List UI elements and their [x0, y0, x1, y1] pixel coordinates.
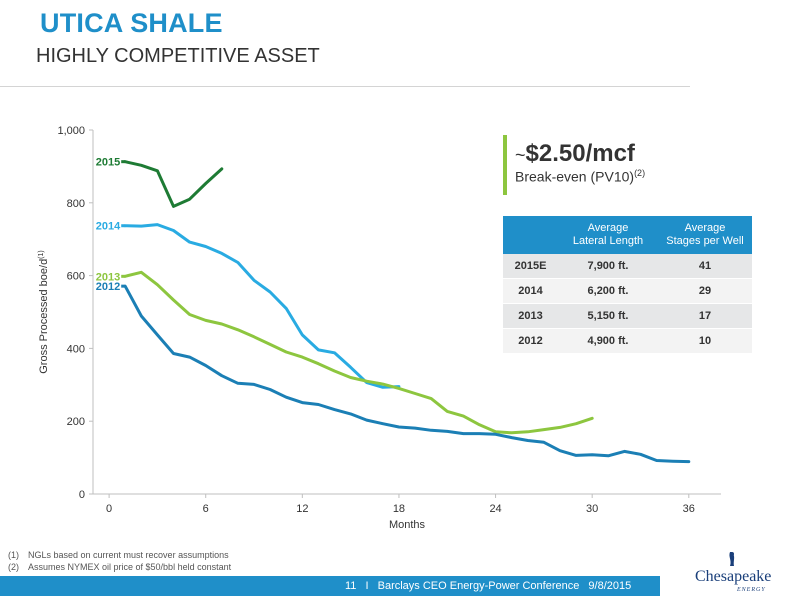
table-cell-lateral: 4,900 ft.: [558, 328, 658, 354]
x-tick-label: 12: [296, 503, 308, 515]
y-tick-label: 1,000: [57, 125, 85, 137]
page-title: UTICA SHALE: [40, 8, 223, 38]
series-label-2012: 2012: [96, 281, 120, 293]
table-cell-stages: 29: [658, 278, 752, 304]
y-tick-label: 800: [67, 198, 85, 210]
footnote-1-text: NGLs based on current must recover assum…: [28, 550, 229, 560]
table-header-lateral-line1: Average Lateral Length: [572, 222, 644, 247]
table-cell-year: 2015E: [503, 254, 558, 279]
x-tick-label: 0: [106, 503, 112, 515]
series-label-2013: 2013: [96, 271, 120, 283]
footer-page-number: 11: [345, 580, 357, 592]
table-row: 2015E 7,900 ft. 41: [503, 254, 752, 279]
table-cell-year: 2013: [503, 303, 558, 329]
series-label-2014: 2014: [96, 221, 121, 233]
table-cell-lateral: 6,200 ft.: [558, 278, 658, 304]
footer-date: 9/8/2015: [588, 580, 632, 592]
footnote-1-num: (1): [8, 550, 19, 560]
chart-series: [121, 160, 691, 464]
footnote-2: (2) Assumes NYMEX oil price of $50/bbl he…: [8, 561, 231, 573]
logo-text: Chesapeake: [695, 568, 772, 585]
y-tick-label: 400: [67, 343, 85, 355]
page-subtitle: HIGHLY COMPETITIVE ASSET: [36, 45, 320, 67]
y-tick-label: 200: [67, 416, 85, 428]
series-line-2014: [123, 223, 401, 389]
breakeven-amount: $2.50/mcf: [525, 140, 635, 167]
x-tick-label: 6: [203, 503, 209, 515]
table-cell-stages: 41: [658, 254, 752, 279]
x-tick-label: 24: [489, 503, 501, 515]
table-cell-lateral: 5,150 ft.: [558, 303, 658, 329]
y-axis-title-footnote: (1): [38, 250, 45, 259]
breakeven-label: Break-even (PV10)(2): [515, 168, 645, 185]
table-header-stages-line1: Average Stages per Well: [666, 222, 744, 247]
table-cell-stages: 17: [658, 303, 752, 329]
footer-event: Barclays CEO Energy-Power Conference: [377, 580, 580, 592]
table-header-year: [503, 216, 558, 254]
footer-text: 11 I Barclays CEO Energy-Power Conferenc…: [345, 580, 637, 592]
footnotes: (1) NGLs based on current must recover as…: [8, 549, 231, 573]
y-tick-label: 600: [67, 271, 85, 283]
well-stats-table: Average Lateral Length Average Stages per …: [503, 216, 752, 354]
series-line-2012: [123, 284, 691, 464]
x-tick-label: 18: [393, 503, 405, 515]
series-line-2015: [123, 160, 224, 208]
x-axis-title: Months: [389, 519, 426, 531]
footer-separator: I: [365, 580, 369, 592]
table-cell-year: 2014: [503, 278, 558, 304]
x-tick-label: 36: [683, 503, 695, 515]
table-row: 2012 4,900 ft. 10: [503, 328, 752, 354]
y-axis-title-text: Gross Processed boe/d: [38, 259, 50, 374]
table-cell-lateral: 7,900 ft.: [558, 254, 658, 279]
y-axis-title: Gross Processed boe/d(1): [38, 250, 50, 374]
table-cell-stages: 10: [658, 328, 752, 354]
table-cell-year: 2012: [503, 328, 558, 354]
chesapeake-logo-mark: [729, 552, 735, 566]
table-header-row: Average Lateral Length Average Stages per …: [503, 216, 752, 254]
table-row: 2013 5,150 ft. 17: [503, 303, 752, 329]
breakeven-label-text: Break-even (PV10): [515, 168, 635, 185]
breakeven-footnote-ref: (2): [634, 168, 646, 178]
footnote-1: (1) NGLs based on current must recover as…: [8, 549, 231, 561]
callout-accent-bar: [503, 135, 507, 195]
footer-bar: [0, 576, 660, 596]
table-header-lateral: Average Lateral Length: [558, 216, 658, 254]
footnote-2-text: Assumes NYMEX oil price of $50/bbl held …: [28, 562, 232, 572]
series-label-2015: 2015: [96, 157, 120, 169]
breakeven-value: ~$2.50/mcf: [515, 140, 635, 168]
y-tick-label: 0: [79, 489, 85, 501]
chart-axes: 0 200 400 600 800 1,000 0 6 12 18 24 30 36 Months Gros…: [38, 125, 721, 531]
header-divider: [0, 86, 690, 87]
breakeven-tilde: ~: [515, 145, 526, 165]
series-line-2013: [123, 270, 594, 435]
footnote-2-num: (2): [8, 562, 19, 572]
x-tick-label: 30: [586, 503, 598, 515]
table-header-stages: Average Stages per Well: [658, 216, 752, 254]
table-row: 2014 6,200 ft. 29: [503, 278, 752, 304]
logo-subtext: ENERGY: [737, 587, 766, 593]
